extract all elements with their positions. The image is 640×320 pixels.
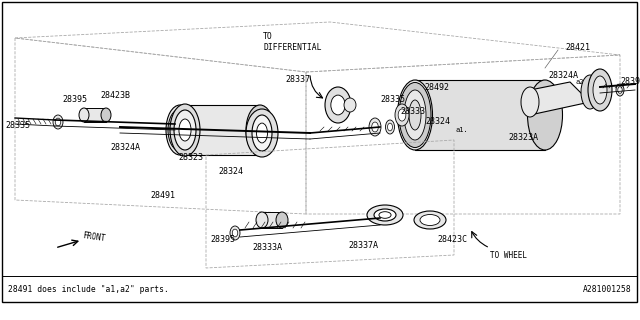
Ellipse shape	[374, 209, 396, 221]
Text: 28395: 28395	[62, 95, 87, 105]
Ellipse shape	[398, 109, 406, 121]
Ellipse shape	[367, 205, 403, 225]
Text: 28323: 28323	[178, 154, 203, 163]
Text: A281001258: A281001258	[583, 285, 632, 294]
Text: 28324: 28324	[425, 117, 450, 126]
Polygon shape	[84, 108, 106, 122]
Ellipse shape	[101, 108, 111, 122]
Ellipse shape	[344, 98, 356, 112]
Ellipse shape	[379, 212, 391, 218]
Ellipse shape	[170, 104, 200, 156]
Text: 28323A: 28323A	[508, 133, 538, 142]
Ellipse shape	[246, 109, 278, 157]
Ellipse shape	[276, 212, 288, 228]
Ellipse shape	[166, 105, 194, 155]
Ellipse shape	[404, 90, 426, 140]
Ellipse shape	[372, 122, 378, 132]
Ellipse shape	[246, 105, 274, 155]
Text: 28395: 28395	[210, 236, 235, 244]
Ellipse shape	[230, 226, 240, 240]
Text: 28423B: 28423B	[100, 91, 130, 100]
Ellipse shape	[375, 210, 395, 220]
Ellipse shape	[79, 108, 89, 122]
Text: a1.: a1.	[455, 127, 468, 133]
Text: 28324: 28324	[218, 167, 243, 177]
Text: 28335: 28335	[5, 121, 30, 130]
Ellipse shape	[177, 116, 193, 144]
Ellipse shape	[168, 109, 192, 151]
Ellipse shape	[253, 120, 271, 146]
Text: 28335: 28335	[380, 95, 405, 105]
Polygon shape	[180, 105, 260, 155]
Text: 28333: 28333	[400, 108, 425, 116]
Ellipse shape	[173, 115, 187, 145]
Ellipse shape	[179, 119, 191, 141]
Ellipse shape	[404, 122, 412, 132]
Ellipse shape	[397, 80, 433, 150]
Ellipse shape	[414, 211, 446, 229]
Text: 28337A: 28337A	[348, 241, 378, 250]
Text: 28491 does include "a1,a2" parts.: 28491 does include "a1,a2" parts.	[8, 285, 169, 294]
Text: TO
DIFFERENTIAL: TO DIFFERENTIAL	[263, 32, 321, 52]
Text: FRONT: FRONT	[82, 231, 106, 243]
Ellipse shape	[616, 84, 624, 96]
Ellipse shape	[385, 120, 394, 134]
Ellipse shape	[369, 118, 381, 136]
Ellipse shape	[325, 87, 351, 123]
Ellipse shape	[593, 76, 607, 104]
Ellipse shape	[588, 69, 612, 111]
Ellipse shape	[174, 110, 196, 150]
Ellipse shape	[55, 118, 61, 126]
Ellipse shape	[232, 229, 237, 237]
Ellipse shape	[399, 83, 431, 148]
Ellipse shape	[388, 123, 392, 131]
Ellipse shape	[401, 117, 415, 137]
Ellipse shape	[521, 87, 539, 117]
Text: 28324A: 28324A	[110, 143, 140, 153]
Ellipse shape	[331, 95, 345, 115]
Text: 28423C: 28423C	[437, 236, 467, 244]
Ellipse shape	[53, 115, 63, 129]
Ellipse shape	[257, 123, 268, 143]
Text: 28395: 28395	[620, 77, 640, 86]
Text: 28333A: 28333A	[252, 244, 282, 252]
Text: a2: a2	[575, 79, 584, 85]
Ellipse shape	[409, 100, 421, 130]
Polygon shape	[530, 82, 590, 115]
Text: TO WHEEL: TO WHEEL	[490, 251, 527, 260]
Text: 28337: 28337	[285, 76, 310, 84]
Ellipse shape	[252, 115, 272, 151]
Polygon shape	[262, 212, 282, 228]
Text: 28421: 28421	[565, 44, 590, 52]
Ellipse shape	[395, 104, 409, 126]
Ellipse shape	[618, 87, 622, 93]
Text: 28491: 28491	[150, 190, 175, 199]
Ellipse shape	[420, 214, 440, 226]
Text: 28492: 28492	[424, 84, 449, 92]
Polygon shape	[415, 80, 545, 150]
Ellipse shape	[256, 212, 268, 228]
Ellipse shape	[581, 75, 599, 109]
Ellipse shape	[527, 80, 563, 150]
Text: 28324A: 28324A	[548, 70, 578, 79]
